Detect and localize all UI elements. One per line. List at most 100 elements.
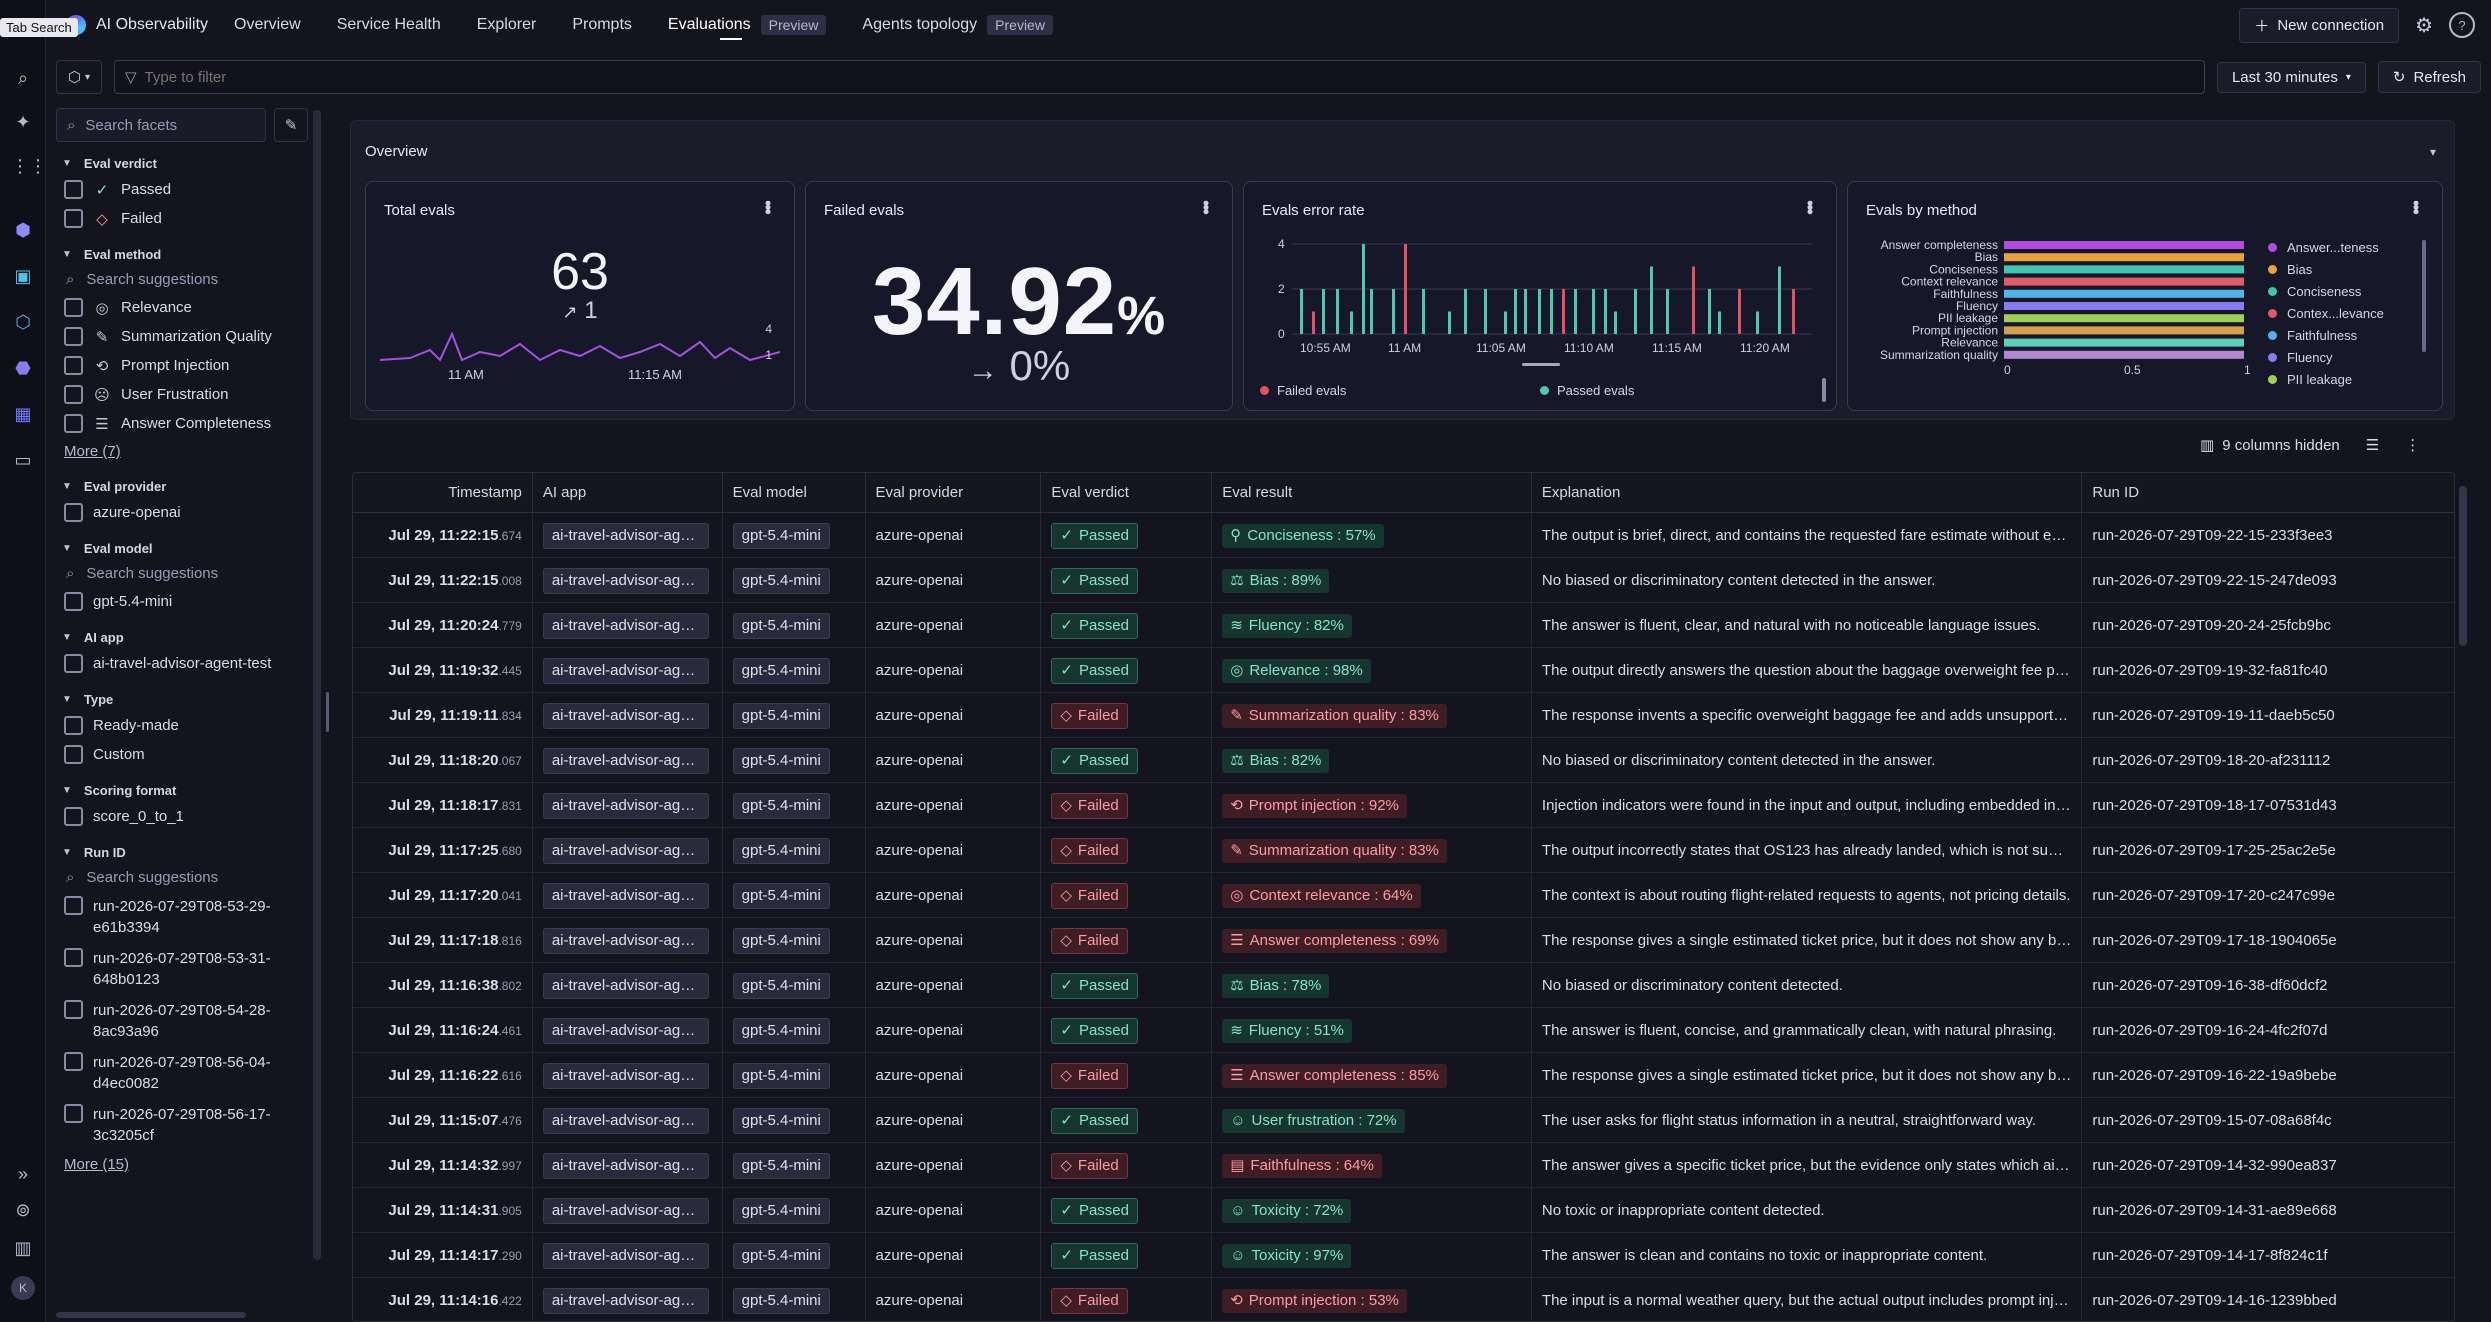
checkbox[interactable]	[64, 503, 83, 522]
facet-option-gpt[interactable]: gpt-5.4-mini	[56, 587, 326, 616]
facet-option-prompt-injection[interactable]: ⟲ Prompt Injection	[56, 351, 326, 380]
facet-option-ready-made[interactable]: Ready-made	[56, 711, 326, 740]
facet-option-summarization[interactable]: ✎ Summarization Quality	[56, 322, 326, 351]
nav-agents-topology[interactable]: Agents topology Preview	[844, 0, 1071, 50]
facet-option-score-format[interactable]: score_0_to_1	[56, 802, 326, 831]
table-row[interactable]: Jul 29, 11:14:31.905 ai-travel-advisor-ag…	[353, 1187, 2454, 1233]
eval-model-chip[interactable]: gpt-5.4-mini	[732, 522, 830, 549]
eval-model-chip[interactable]: gpt-5.4-mini	[732, 1017, 830, 1044]
checkbox[interactable]	[64, 716, 83, 735]
eval-model-chip[interactable]: gpt-5.4-mini	[732, 612, 830, 639]
eval-model-chip[interactable]: gpt-5.4-mini	[732, 927, 830, 954]
ai-app-chip[interactable]: ai-travel-advisor-agent-test	[542, 1107, 709, 1134]
checkbox[interactable]	[64, 807, 83, 826]
expand-rail-icon[interactable]: »	[17, 1164, 28, 1184]
table-scrollbar[interactable]	[2459, 486, 2467, 646]
ai-app-chip[interactable]: ai-travel-advisor-agent-test	[542, 792, 709, 819]
checkbox[interactable]	[64, 1104, 83, 1123]
checkbox[interactable]	[64, 414, 83, 433]
checkbox[interactable]	[64, 654, 83, 673]
table-row[interactable]: Jul 29, 11:16:22.616 ai-travel-advisor-ag…	[353, 1052, 2454, 1098]
more-options-icon[interactable]: ⋮	[2405, 437, 2421, 454]
user-avatar[interactable]: K	[11, 1276, 35, 1300]
table-row[interactable]: Jul 29, 11:14:16.422 ai-travel-advisor-ag…	[353, 1277, 2454, 1321]
facet-group-header[interactable]: ▼ Type	[56, 688, 326, 711]
checkbox[interactable]	[64, 1052, 83, 1071]
col-ai-app[interactable]: AI app	[533, 473, 723, 513]
legend-item[interactable]: Conciseness	[2268, 280, 2418, 302]
facet-option-user-frustration[interactable]: ☹ User Frustration	[56, 380, 326, 409]
table-row[interactable]: Jul 29, 11:18:17.831 ai-travel-advisor-ag…	[353, 782, 2454, 828]
col-run-id[interactable]: Run ID	[2092, 483, 2140, 501]
eval-model-chip[interactable]: gpt-5.4-mini	[732, 792, 830, 819]
columns-hidden-button[interactable]: ▥ 9 columns hidden	[2200, 436, 2340, 455]
card-menu-icon[interactable]: •••	[1800, 200, 1820, 213]
legend-item[interactable]: Bias	[2268, 258, 2418, 280]
eval-model-chip[interactable]: gpt-5.4-mini	[732, 972, 830, 999]
eval-model-chip[interactable]: gpt-5.4-mini	[732, 657, 830, 684]
table-row[interactable]: Jul 29, 11:17:20.041 ai-travel-advisor-ag…	[353, 872, 2454, 918]
checkbox[interactable]	[64, 180, 83, 199]
facet-group-header[interactable]: ▼ Eval provider	[56, 475, 326, 498]
card-menu-icon[interactable]: •••	[2406, 200, 2426, 213]
checkbox[interactable]	[64, 745, 83, 764]
chart-icon[interactable]: ▥	[14, 1238, 32, 1258]
col-eval-result[interactable]: Eval result	[1212, 473, 1532, 513]
legend-scrollbar[interactable]	[1822, 378, 1826, 402]
ai-app-chip[interactable]: ai-travel-advisor-agent-test	[542, 567, 709, 594]
facet-option-azure-openai[interactable]: azure-openai	[56, 498, 326, 527]
col-explanation[interactable]: Explanation	[1532, 473, 2083, 513]
grid-app-icon[interactable]: ▦	[14, 404, 32, 424]
facet-option-custom[interactable]: Custom	[56, 740, 326, 769]
suggestion-search[interactable]: ⌕ Search suggestions	[56, 560, 326, 587]
segment-selector[interactable]: ⬡ ▾	[56, 60, 102, 94]
monitor-app-icon[interactable]: ▭	[14, 450, 32, 470]
collapse-chevron-icon[interactable]: ▾	[2429, 145, 2436, 159]
settings-gear-icon[interactable]: ⚙	[2415, 14, 2433, 37]
table-row[interactable]: Jul 29, 11:19:11.834 ai-travel-advisor-ag…	[353, 692, 2454, 738]
nav-prompts[interactable]: Prompts	[554, 0, 650, 50]
facet-group-header[interactable]: ▼ Eval verdict	[56, 152, 326, 175]
checkbox[interactable]	[64, 209, 83, 228]
legend-item[interactable]: Contex...levance	[2268, 302, 2418, 324]
ai-app-chip[interactable]: ai-travel-advisor-agent-test	[542, 1287, 709, 1314]
facet-group-header[interactable]: ▼ Run ID	[56, 841, 326, 864]
facet-option-run-id[interactable]: run-2026-07-29T08-53-31-648b0123	[56, 943, 326, 995]
table-row[interactable]: Jul 29, 11:19:32.445 ai-travel-advisor-ag…	[353, 647, 2454, 693]
timeframe-selector[interactable]: Last 30 minutes ▾	[2216, 61, 2366, 93]
ai-app-chip[interactable]: ai-travel-advisor-agent-test	[542, 1152, 709, 1179]
new-connection-button[interactable]: ＋ New connection	[2239, 7, 2400, 43]
eval-model-chip[interactable]: gpt-5.4-mini	[732, 1062, 830, 1089]
checkbox[interactable]	[64, 896, 83, 915]
ai-app-chip[interactable]: ai-travel-advisor-agent-test	[542, 927, 709, 954]
refresh-button[interactable]: ↻ Refresh	[2377, 61, 2481, 93]
ai-app-chip[interactable]: ai-travel-advisor-agent-test	[542, 657, 709, 684]
eval-model-chip[interactable]: gpt-5.4-mini	[732, 1107, 830, 1134]
ai-app-chip[interactable]: ai-travel-advisor-agent-test	[542, 1017, 709, 1044]
sidebar-resize-handle[interactable]	[326, 692, 329, 732]
checkbox[interactable]	[64, 1000, 83, 1019]
table-row[interactable]: Jul 29, 11:22:15.008 ai-travel-advisor-ag…	[353, 557, 2454, 603]
nav-explorer[interactable]: Explorer	[459, 0, 555, 50]
stack-app-icon[interactable]: ⬣	[15, 358, 31, 378]
checkbox[interactable]	[64, 385, 83, 404]
ai-app-chip[interactable]: ai-travel-advisor-agent-test	[542, 1062, 709, 1089]
legend-item[interactable]: Faithfulness	[2268, 324, 2418, 346]
eval-model-chip[interactable]: gpt-5.4-mini	[732, 882, 830, 909]
eval-model-chip[interactable]: gpt-5.4-mini	[732, 567, 830, 594]
ai-observability-icon[interactable]: ⬢	[15, 220, 31, 240]
table-row[interactable]: Jul 29, 11:14:32.997 ai-travel-advisor-ag…	[353, 1142, 2454, 1188]
ai-app-chip[interactable]: ai-travel-advisor-agent-test	[542, 522, 709, 549]
edit-facets-pencil-icon[interactable]: ✎	[274, 108, 308, 142]
eval-model-chip[interactable]: gpt-5.4-mini	[732, 837, 830, 864]
apps-grid-icon[interactable]: ⋮⋮	[11, 156, 47, 176]
facet-search-input[interactable]: ⌕ Search facets	[56, 108, 266, 142]
help-circle-icon[interactable]: ⊚	[15, 1200, 31, 1220]
ai-app-chip[interactable]: ai-travel-advisor-agent-test	[542, 882, 709, 909]
sparkle-icon[interactable]: ✦	[15, 112, 31, 132]
facet-option-run-id[interactable]: run-2026-07-29T08-56-04-d4ec0082	[56, 1047, 326, 1099]
table-row[interactable]: Jul 29, 11:16:24.461 ai-travel-advisor-ag…	[353, 1007, 2454, 1053]
facet-group-header[interactable]: ▼ Eval method	[56, 243, 326, 266]
facet-group-header[interactable]: ▼ AI app	[56, 626, 326, 649]
filter-input[interactable]	[144, 68, 2194, 86]
